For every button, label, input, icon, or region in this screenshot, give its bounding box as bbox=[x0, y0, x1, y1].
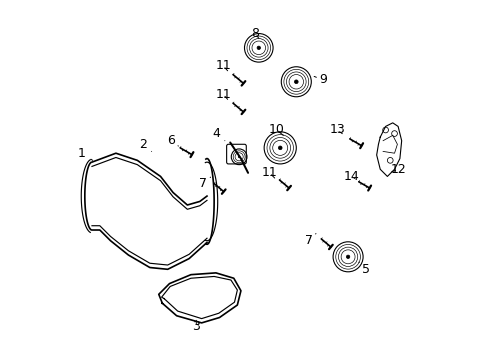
Text: 6: 6 bbox=[167, 134, 178, 147]
Text: 9: 9 bbox=[313, 73, 326, 86]
Text: 1: 1 bbox=[78, 147, 93, 160]
Text: 12: 12 bbox=[389, 163, 405, 176]
Circle shape bbox=[257, 46, 260, 50]
Text: 11: 11 bbox=[261, 166, 277, 179]
Text: 5: 5 bbox=[358, 262, 369, 276]
Text: 7: 7 bbox=[304, 234, 315, 247]
Text: 2: 2 bbox=[139, 138, 151, 152]
Text: 11: 11 bbox=[215, 88, 230, 101]
Text: 4: 4 bbox=[212, 127, 224, 141]
Circle shape bbox=[294, 80, 298, 84]
Text: 3: 3 bbox=[192, 320, 200, 333]
Text: 8: 8 bbox=[251, 27, 259, 40]
Text: 13: 13 bbox=[329, 123, 345, 136]
Text: 10: 10 bbox=[268, 123, 284, 136]
Text: 14: 14 bbox=[343, 170, 359, 183]
Circle shape bbox=[278, 146, 282, 150]
Text: 7: 7 bbox=[199, 177, 210, 190]
Circle shape bbox=[346, 255, 349, 258]
Circle shape bbox=[238, 156, 240, 158]
Text: 11: 11 bbox=[215, 59, 230, 72]
